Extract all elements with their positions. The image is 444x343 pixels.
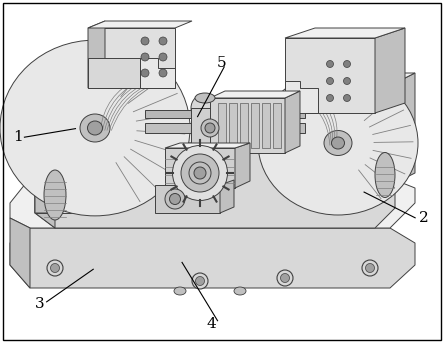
Polygon shape [155,185,220,213]
Polygon shape [35,63,125,78]
Ellipse shape [205,123,215,133]
Polygon shape [145,110,305,118]
Polygon shape [165,143,250,148]
Polygon shape [35,128,395,178]
Polygon shape [229,103,237,148]
Polygon shape [251,103,259,148]
Polygon shape [88,21,105,88]
Ellipse shape [0,40,190,216]
Polygon shape [10,218,30,288]
Ellipse shape [195,93,215,103]
Ellipse shape [201,119,219,137]
Ellipse shape [189,162,211,184]
Polygon shape [88,28,175,88]
Polygon shape [210,98,285,153]
Polygon shape [310,73,415,88]
Polygon shape [35,143,395,228]
Ellipse shape [344,60,350,68]
Ellipse shape [375,153,395,198]
Polygon shape [35,78,105,213]
Ellipse shape [141,37,149,45]
Ellipse shape [344,78,350,84]
Polygon shape [88,21,192,28]
Ellipse shape [194,167,206,179]
Polygon shape [210,91,300,98]
Ellipse shape [80,114,110,142]
Polygon shape [240,103,248,148]
Polygon shape [218,103,226,148]
Text: 2: 2 [419,211,429,225]
Polygon shape [262,103,270,148]
Text: 1: 1 [13,130,23,144]
Polygon shape [145,123,305,133]
Polygon shape [165,148,235,188]
Ellipse shape [234,287,246,295]
Polygon shape [310,88,385,188]
Ellipse shape [191,94,219,122]
Polygon shape [220,180,234,213]
Ellipse shape [174,287,186,295]
Ellipse shape [324,130,352,155]
Text: 4: 4 [206,317,216,331]
Ellipse shape [195,276,205,285]
Ellipse shape [159,37,167,45]
Ellipse shape [344,95,350,102]
Polygon shape [285,28,405,38]
Ellipse shape [47,260,63,276]
Polygon shape [285,38,375,113]
Ellipse shape [141,53,149,61]
Text: 3: 3 [35,297,45,310]
Ellipse shape [191,150,219,166]
Ellipse shape [332,137,345,149]
Ellipse shape [362,260,378,276]
Ellipse shape [173,145,227,201]
Ellipse shape [165,189,185,209]
Polygon shape [88,58,140,88]
Polygon shape [375,28,405,113]
Ellipse shape [326,78,333,84]
Polygon shape [385,73,415,188]
Ellipse shape [44,170,66,220]
Polygon shape [35,143,55,228]
Ellipse shape [87,121,103,135]
Ellipse shape [170,193,181,204]
Ellipse shape [192,273,208,289]
Polygon shape [235,143,250,188]
Ellipse shape [365,263,374,272]
Polygon shape [191,108,219,158]
Ellipse shape [181,154,219,192]
Polygon shape [10,178,415,228]
Polygon shape [10,228,415,288]
Polygon shape [35,63,62,213]
Polygon shape [285,81,318,113]
Ellipse shape [159,53,167,61]
Polygon shape [273,103,281,148]
Ellipse shape [277,270,293,286]
Ellipse shape [159,69,167,77]
Ellipse shape [258,71,418,215]
Ellipse shape [51,263,59,272]
Ellipse shape [326,60,333,68]
Ellipse shape [326,95,333,102]
Polygon shape [285,91,300,153]
Ellipse shape [141,69,149,77]
Ellipse shape [281,273,289,283]
Polygon shape [140,58,175,88]
Text: 5: 5 [217,57,227,70]
